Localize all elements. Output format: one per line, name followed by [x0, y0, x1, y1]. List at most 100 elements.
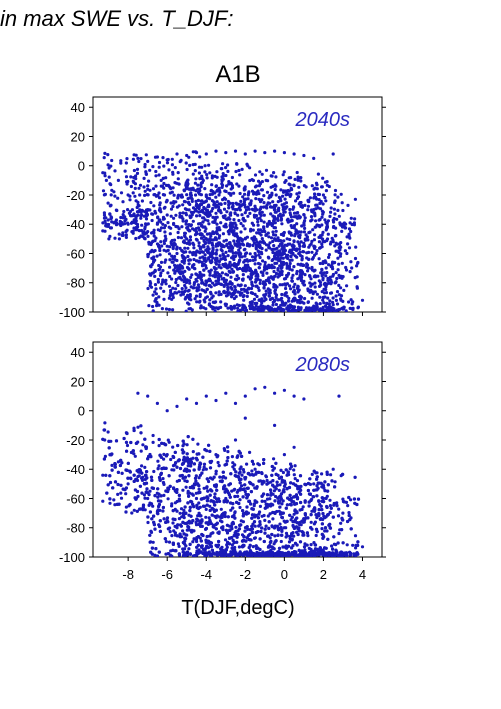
- data-point: [186, 246, 190, 250]
- data-point: [217, 464, 221, 468]
- data-point: [236, 213, 240, 217]
- data-point: [172, 216, 176, 220]
- data-point: [299, 277, 303, 281]
- data-point: [348, 518, 352, 522]
- data-point: [326, 537, 330, 541]
- data-point: [202, 486, 206, 490]
- data-point: [278, 264, 282, 268]
- data-point: [292, 183, 296, 187]
- data-point: [277, 206, 281, 210]
- data-point: [182, 508, 186, 512]
- data-point: [261, 259, 265, 263]
- data-point: [321, 202, 325, 206]
- data-point: [175, 251, 179, 256]
- data-point: [224, 250, 228, 254]
- data-point: [112, 498, 116, 502]
- data-point: [224, 151, 228, 155]
- data-point: [243, 192, 247, 196]
- data-point: [303, 273, 307, 277]
- data-point: [113, 220, 117, 224]
- data-point: [256, 223, 260, 227]
- data-point: [333, 212, 337, 216]
- data-point: [191, 227, 195, 231]
- data-point: [197, 285, 201, 289]
- data-point: [197, 501, 201, 505]
- data-point: [281, 301, 285, 305]
- data-point: [253, 262, 257, 266]
- data-point: [248, 304, 252, 308]
- data-point: [115, 208, 119, 213]
- data-point: [252, 520, 257, 524]
- data-point: [302, 250, 306, 254]
- data-point: [188, 281, 192, 285]
- data-point: [243, 284, 247, 288]
- data-point: [187, 239, 191, 243]
- data-point: [233, 474, 237, 478]
- data-point: [157, 303, 161, 307]
- data-point: [156, 193, 160, 197]
- data-point: [302, 230, 306, 234]
- data-point: [279, 272, 283, 276]
- data-point: [256, 286, 260, 290]
- data-point: [243, 489, 247, 494]
- data-point: [223, 258, 227, 262]
- data-point: [310, 472, 314, 476]
- data-point: [191, 219, 195, 223]
- data-point: [306, 287, 310, 291]
- data-point: [159, 210, 163, 214]
- data-point: [189, 464, 193, 468]
- data-point: [289, 192, 293, 197]
- data-point: [258, 262, 262, 266]
- data-point: [295, 479, 300, 483]
- data-point: [108, 234, 112, 238]
- data-point: [207, 247, 211, 251]
- data-point: [273, 221, 277, 225]
- data-point: [256, 228, 261, 232]
- data-point: [151, 187, 156, 191]
- data-point: [203, 170, 207, 174]
- data-point: [191, 253, 195, 257]
- data-point: [163, 224, 167, 228]
- data-point: [125, 443, 130, 448]
- data-point: [153, 239, 157, 243]
- data-point: [292, 285, 296, 289]
- data-point: [279, 270, 283, 274]
- data-point: [297, 185, 301, 189]
- data-point: [112, 190, 116, 194]
- data-point: [187, 474, 191, 478]
- data-point: [313, 186, 317, 190]
- data-point: [346, 504, 350, 508]
- data-point: [248, 277, 252, 281]
- data-point: [119, 483, 123, 487]
- data-point: [310, 184, 314, 188]
- data-point: [181, 553, 185, 557]
- data-point: [280, 303, 284, 307]
- data-point: [260, 514, 264, 518]
- data-point: [151, 540, 155, 544]
- data-point: [312, 238, 316, 242]
- data-point: [153, 155, 158, 159]
- y-tick-label: 0: [78, 159, 85, 174]
- data-point: [205, 499, 209, 503]
- data-point: [228, 495, 232, 499]
- data-point: [116, 178, 120, 182]
- data-point: [134, 174, 138, 178]
- data-point: [251, 272, 255, 276]
- data-point: [173, 254, 177, 259]
- data-point: [274, 271, 279, 276]
- data-point: [126, 179, 130, 184]
- data-point: [157, 444, 161, 448]
- data-point: [191, 450, 195, 454]
- data-point: [128, 209, 132, 214]
- data-point: [209, 234, 213, 238]
- data-point: [161, 268, 165, 273]
- data-point: [293, 296, 297, 300]
- data-point: [261, 239, 265, 243]
- data-point: [294, 502, 299, 506]
- x-tick-label: -6: [161, 567, 173, 582]
- data-point: [348, 270, 352, 274]
- y-tick-label: 40: [71, 345, 85, 360]
- data-point: [164, 454, 168, 458]
- data-point: [295, 222, 299, 226]
